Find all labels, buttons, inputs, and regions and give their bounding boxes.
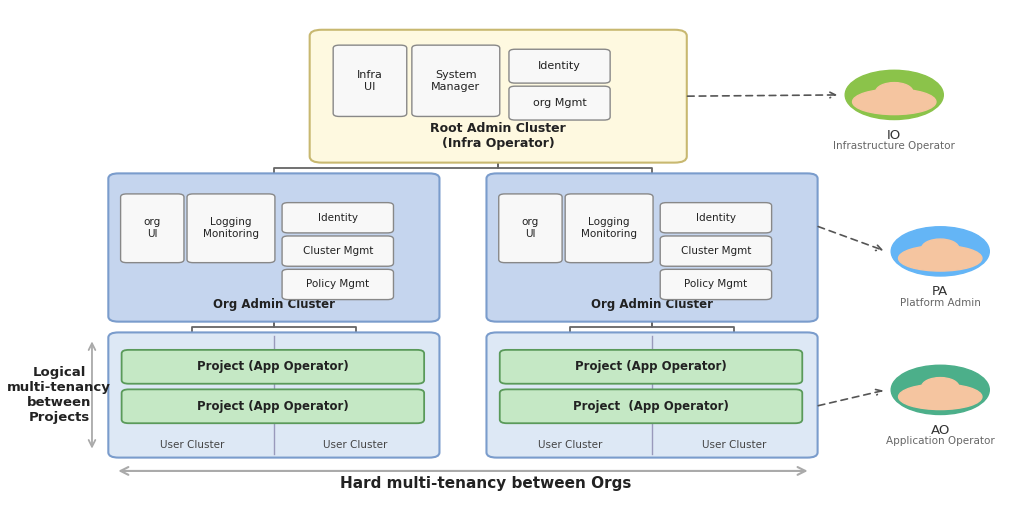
Text: IO: IO	[887, 129, 901, 142]
Circle shape	[922, 239, 959, 258]
Text: User Cluster: User Cluster	[702, 440, 765, 450]
Text: System
Manager: System Manager	[431, 70, 480, 92]
Ellipse shape	[898, 384, 982, 409]
Ellipse shape	[852, 89, 936, 114]
Text: Project  (App Operator): Project (App Operator)	[573, 400, 729, 413]
Text: Infrastructure Operator: Infrastructure Operator	[833, 141, 956, 151]
FancyBboxPatch shape	[412, 45, 500, 116]
Circle shape	[891, 227, 989, 276]
FancyBboxPatch shape	[509, 49, 610, 83]
Circle shape	[876, 83, 913, 101]
Text: Platform Admin: Platform Admin	[899, 298, 981, 307]
FancyBboxPatch shape	[121, 194, 184, 263]
FancyBboxPatch shape	[660, 269, 772, 300]
FancyBboxPatch shape	[500, 389, 802, 423]
Text: Project (App Operator): Project (App Operator)	[575, 360, 727, 373]
FancyBboxPatch shape	[660, 203, 772, 233]
FancyBboxPatch shape	[565, 194, 653, 263]
Text: Logging
Monitoring: Logging Monitoring	[203, 218, 259, 239]
FancyBboxPatch shape	[333, 45, 407, 116]
Text: Cluster Mgmt: Cluster Mgmt	[681, 246, 751, 256]
Circle shape	[845, 70, 943, 120]
Text: Identity: Identity	[318, 213, 358, 223]
Text: Policy Mgmt: Policy Mgmt	[307, 280, 369, 289]
FancyBboxPatch shape	[282, 203, 393, 233]
Text: Hard multi-tenancy between Orgs: Hard multi-tenancy between Orgs	[339, 476, 632, 491]
Text: User Cluster: User Cluster	[160, 440, 224, 450]
Circle shape	[891, 365, 989, 415]
Text: Cluster Mgmt: Cluster Mgmt	[303, 246, 373, 256]
Text: Org Admin Cluster: Org Admin Cluster	[591, 299, 713, 311]
FancyBboxPatch shape	[486, 173, 818, 322]
FancyBboxPatch shape	[660, 236, 772, 266]
FancyBboxPatch shape	[108, 173, 439, 322]
Text: Logical
multi-tenancy
between
Projects: Logical multi-tenancy between Projects	[7, 366, 111, 424]
Text: Policy Mgmt: Policy Mgmt	[685, 280, 747, 289]
Text: org Mgmt: org Mgmt	[532, 98, 587, 108]
FancyBboxPatch shape	[122, 350, 424, 384]
FancyBboxPatch shape	[122, 389, 424, 423]
FancyBboxPatch shape	[282, 236, 393, 266]
Text: Project (App Operator): Project (App Operator)	[197, 360, 349, 373]
FancyBboxPatch shape	[486, 332, 818, 458]
Text: Project (App Operator): Project (App Operator)	[197, 400, 349, 413]
FancyBboxPatch shape	[282, 269, 393, 300]
Text: org
UI: org UI	[522, 218, 539, 239]
FancyBboxPatch shape	[500, 350, 802, 384]
Text: User Cluster: User Cluster	[324, 440, 387, 450]
Ellipse shape	[898, 245, 982, 271]
Text: AO: AO	[931, 424, 949, 437]
Circle shape	[922, 378, 959, 396]
Text: Application Operator: Application Operator	[886, 436, 994, 446]
Text: Logging
Monitoring: Logging Monitoring	[582, 218, 637, 239]
FancyBboxPatch shape	[499, 194, 562, 263]
Text: Identity: Identity	[539, 61, 580, 71]
FancyBboxPatch shape	[310, 30, 687, 163]
FancyBboxPatch shape	[108, 332, 439, 458]
Text: org
UI: org UI	[144, 218, 160, 239]
Text: Identity: Identity	[696, 213, 736, 223]
Text: Root Admin Cluster
(Infra Operator): Root Admin Cluster (Infra Operator)	[430, 122, 566, 150]
FancyBboxPatch shape	[187, 194, 275, 263]
Text: Org Admin Cluster: Org Admin Cluster	[213, 299, 335, 311]
Text: PA: PA	[932, 285, 948, 298]
Text: Infra
UI: Infra UI	[357, 70, 383, 92]
FancyBboxPatch shape	[509, 86, 610, 120]
Text: User Cluster: User Cluster	[539, 440, 602, 450]
